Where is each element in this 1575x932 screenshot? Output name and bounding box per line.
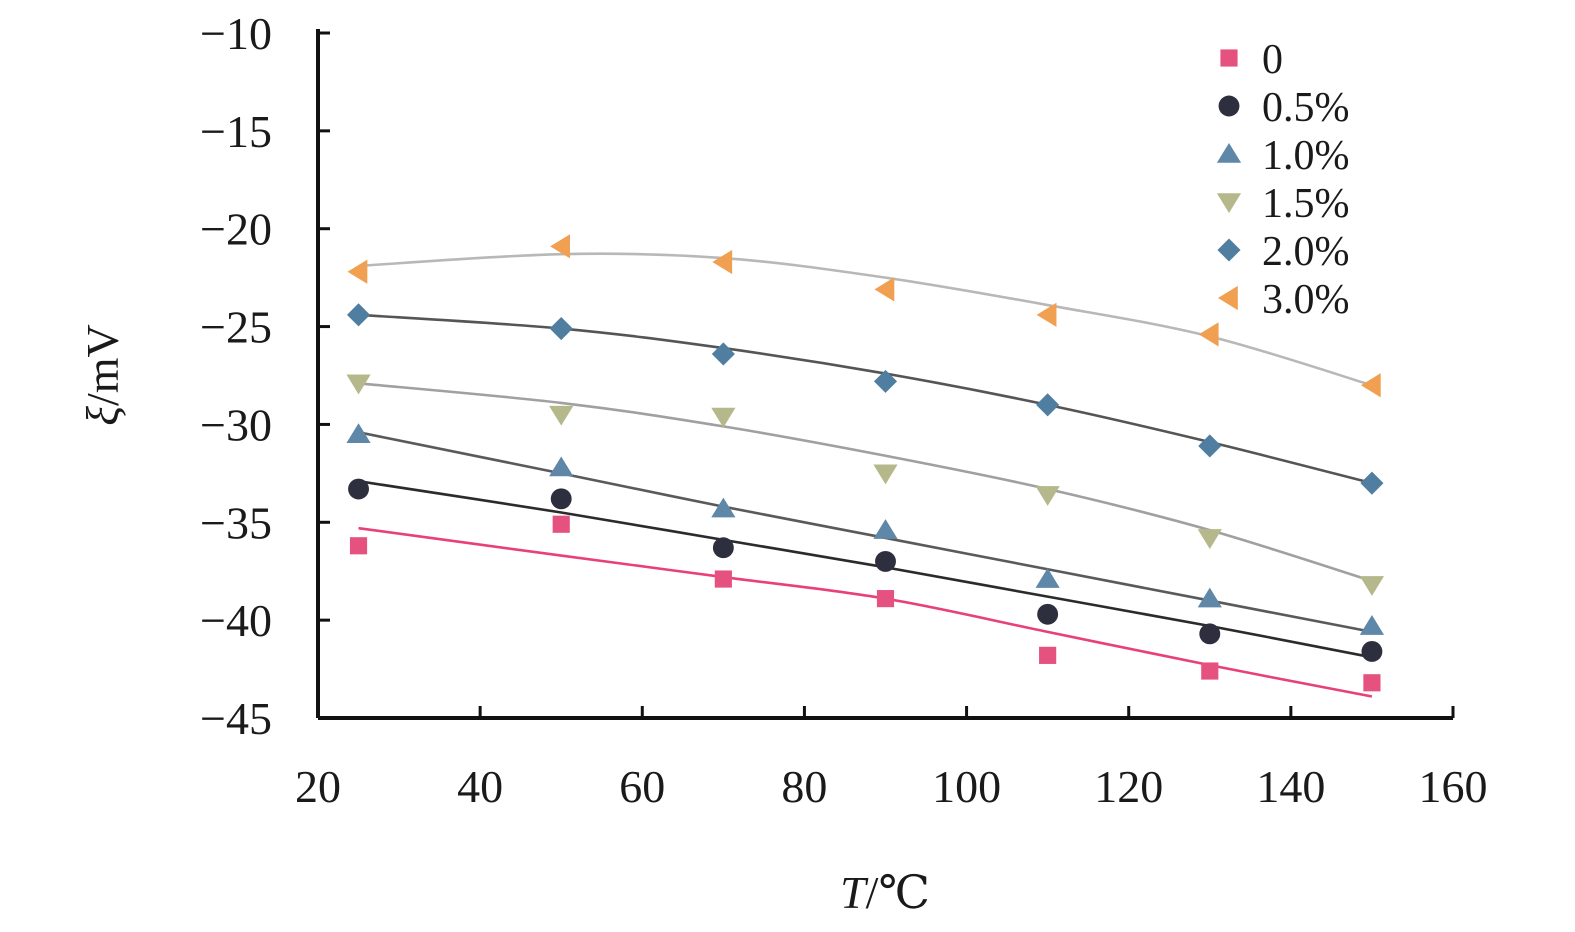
legend-label-3-0pct: 3.0% bbox=[1262, 277, 1350, 323]
point-0 bbox=[552, 515, 570, 533]
point-2-0pct bbox=[1360, 471, 1384, 495]
x-tick-label: 20 bbox=[295, 761, 341, 812]
point-0-5pct bbox=[1199, 623, 1221, 645]
legend-marker-0-5pct bbox=[1218, 95, 1240, 117]
point-1-0pct bbox=[873, 519, 898, 539]
point-2-0pct bbox=[873, 369, 898, 393]
data-points bbox=[346, 234, 1385, 692]
legend-marker-1-5pct bbox=[1216, 193, 1242, 213]
x-axis-label: T/℃ bbox=[840, 867, 930, 918]
point-1-0pct bbox=[1035, 568, 1060, 588]
point-0 bbox=[714, 570, 732, 588]
point-0-5pct bbox=[712, 537, 734, 559]
y-tick-label: −35 bbox=[200, 497, 272, 548]
y-axis-unit: /mV bbox=[77, 324, 128, 406]
legend-marker-3-0pct bbox=[1218, 285, 1238, 311]
y-tick-label: −30 bbox=[200, 399, 272, 450]
point-1-0pct bbox=[1359, 615, 1385, 635]
fit-line-3-0pct bbox=[358, 252, 1373, 387]
point-1-5pct bbox=[346, 374, 371, 395]
point-0 bbox=[1201, 662, 1219, 680]
point-1-5pct bbox=[1035, 486, 1060, 506]
fit-line-1-5pct bbox=[358, 382, 1373, 583]
point-3-0pct bbox=[1360, 373, 1381, 398]
point-0 bbox=[349, 537, 368, 555]
x-axis-variable: T bbox=[840, 867, 869, 918]
x-tick-label: 100 bbox=[932, 761, 1001, 812]
point-3-0pct bbox=[1198, 322, 1219, 347]
y-axis-label: ξ/mV bbox=[77, 324, 128, 425]
axes: 20 40 60 80 100 120 140 160 −10 −15 −20 −25 −30 −35 −4… bbox=[200, 8, 1487, 812]
point-1-5pct bbox=[873, 464, 898, 485]
point-2-0pct bbox=[1198, 434, 1222, 458]
fit-line-0 bbox=[358, 526, 1373, 698]
point-0 bbox=[876, 590, 895, 608]
legend-label-0-5pct: 0.5% bbox=[1262, 85, 1350, 131]
point-0-5pct bbox=[550, 488, 572, 510]
y-tick-label: −45 bbox=[200, 693, 272, 744]
x-tick-label: 80 bbox=[781, 761, 827, 812]
point-3-0pct bbox=[347, 259, 368, 284]
point-0-5pct bbox=[348, 478, 369, 500]
legend-marker-1-0pct bbox=[1216, 143, 1242, 163]
point-3-0pct bbox=[712, 249, 733, 275]
point-3-0pct bbox=[1036, 302, 1057, 327]
x-tick-label: 120 bbox=[1094, 761, 1163, 812]
point-1-0pct bbox=[1197, 587, 1222, 608]
point-1-0pct bbox=[711, 497, 736, 518]
x-tick-label: 160 bbox=[1419, 761, 1488, 812]
x-tick-label: 140 bbox=[1256, 761, 1325, 812]
legend-label-1-0pct: 1.0% bbox=[1262, 133, 1350, 179]
point-1-5pct bbox=[711, 407, 736, 428]
point-3-0pct bbox=[550, 234, 571, 259]
y-axis-variable: ξ bbox=[77, 406, 128, 426]
legend-marker-0 bbox=[1220, 49, 1238, 67]
fit-line-0-5pct bbox=[358, 479, 1373, 659]
point-1-0pct bbox=[549, 456, 574, 477]
point-2-0pct bbox=[711, 342, 735, 366]
point-1-5pct bbox=[1359, 576, 1385, 596]
y-tick-label: −20 bbox=[200, 204, 272, 255]
point-0 bbox=[1363, 674, 1381, 692]
point-0 bbox=[1039, 646, 1057, 664]
y-tick-label: −40 bbox=[200, 595, 272, 646]
legend-label-0: 0 bbox=[1262, 37, 1283, 83]
point-0-5pct bbox=[1037, 603, 1059, 625]
point-2-0pct bbox=[549, 316, 573, 341]
point-3-0pct bbox=[874, 277, 895, 302]
point-0-5pct bbox=[875, 550, 896, 572]
legend-marker-2-0pct bbox=[1217, 238, 1241, 262]
point-1-5pct bbox=[1197, 529, 1222, 549]
x-tick-label: 60 bbox=[619, 761, 665, 812]
fit-lines bbox=[358, 252, 1373, 698]
point-2-0pct bbox=[346, 303, 371, 327]
legend-label-1-5pct: 1.5% bbox=[1262, 181, 1350, 227]
y-tick-label: −10 bbox=[200, 8, 272, 59]
legend-label-2-0pct: 2.0% bbox=[1262, 229, 1350, 275]
x-axis-unit: /℃ bbox=[866, 867, 930, 918]
y-tick-label: −25 bbox=[200, 302, 272, 353]
point-1-5pct bbox=[549, 405, 574, 426]
x-tick-label: 40 bbox=[457, 761, 503, 812]
point-2-0pct bbox=[1036, 393, 1060, 417]
legend: 00.5%1.0%1.5%2.0%3.0% bbox=[1216, 37, 1350, 323]
point-0-5pct bbox=[1361, 641, 1383, 662]
y-tick-label: −15 bbox=[200, 106, 272, 157]
point-1-0pct bbox=[346, 423, 371, 444]
